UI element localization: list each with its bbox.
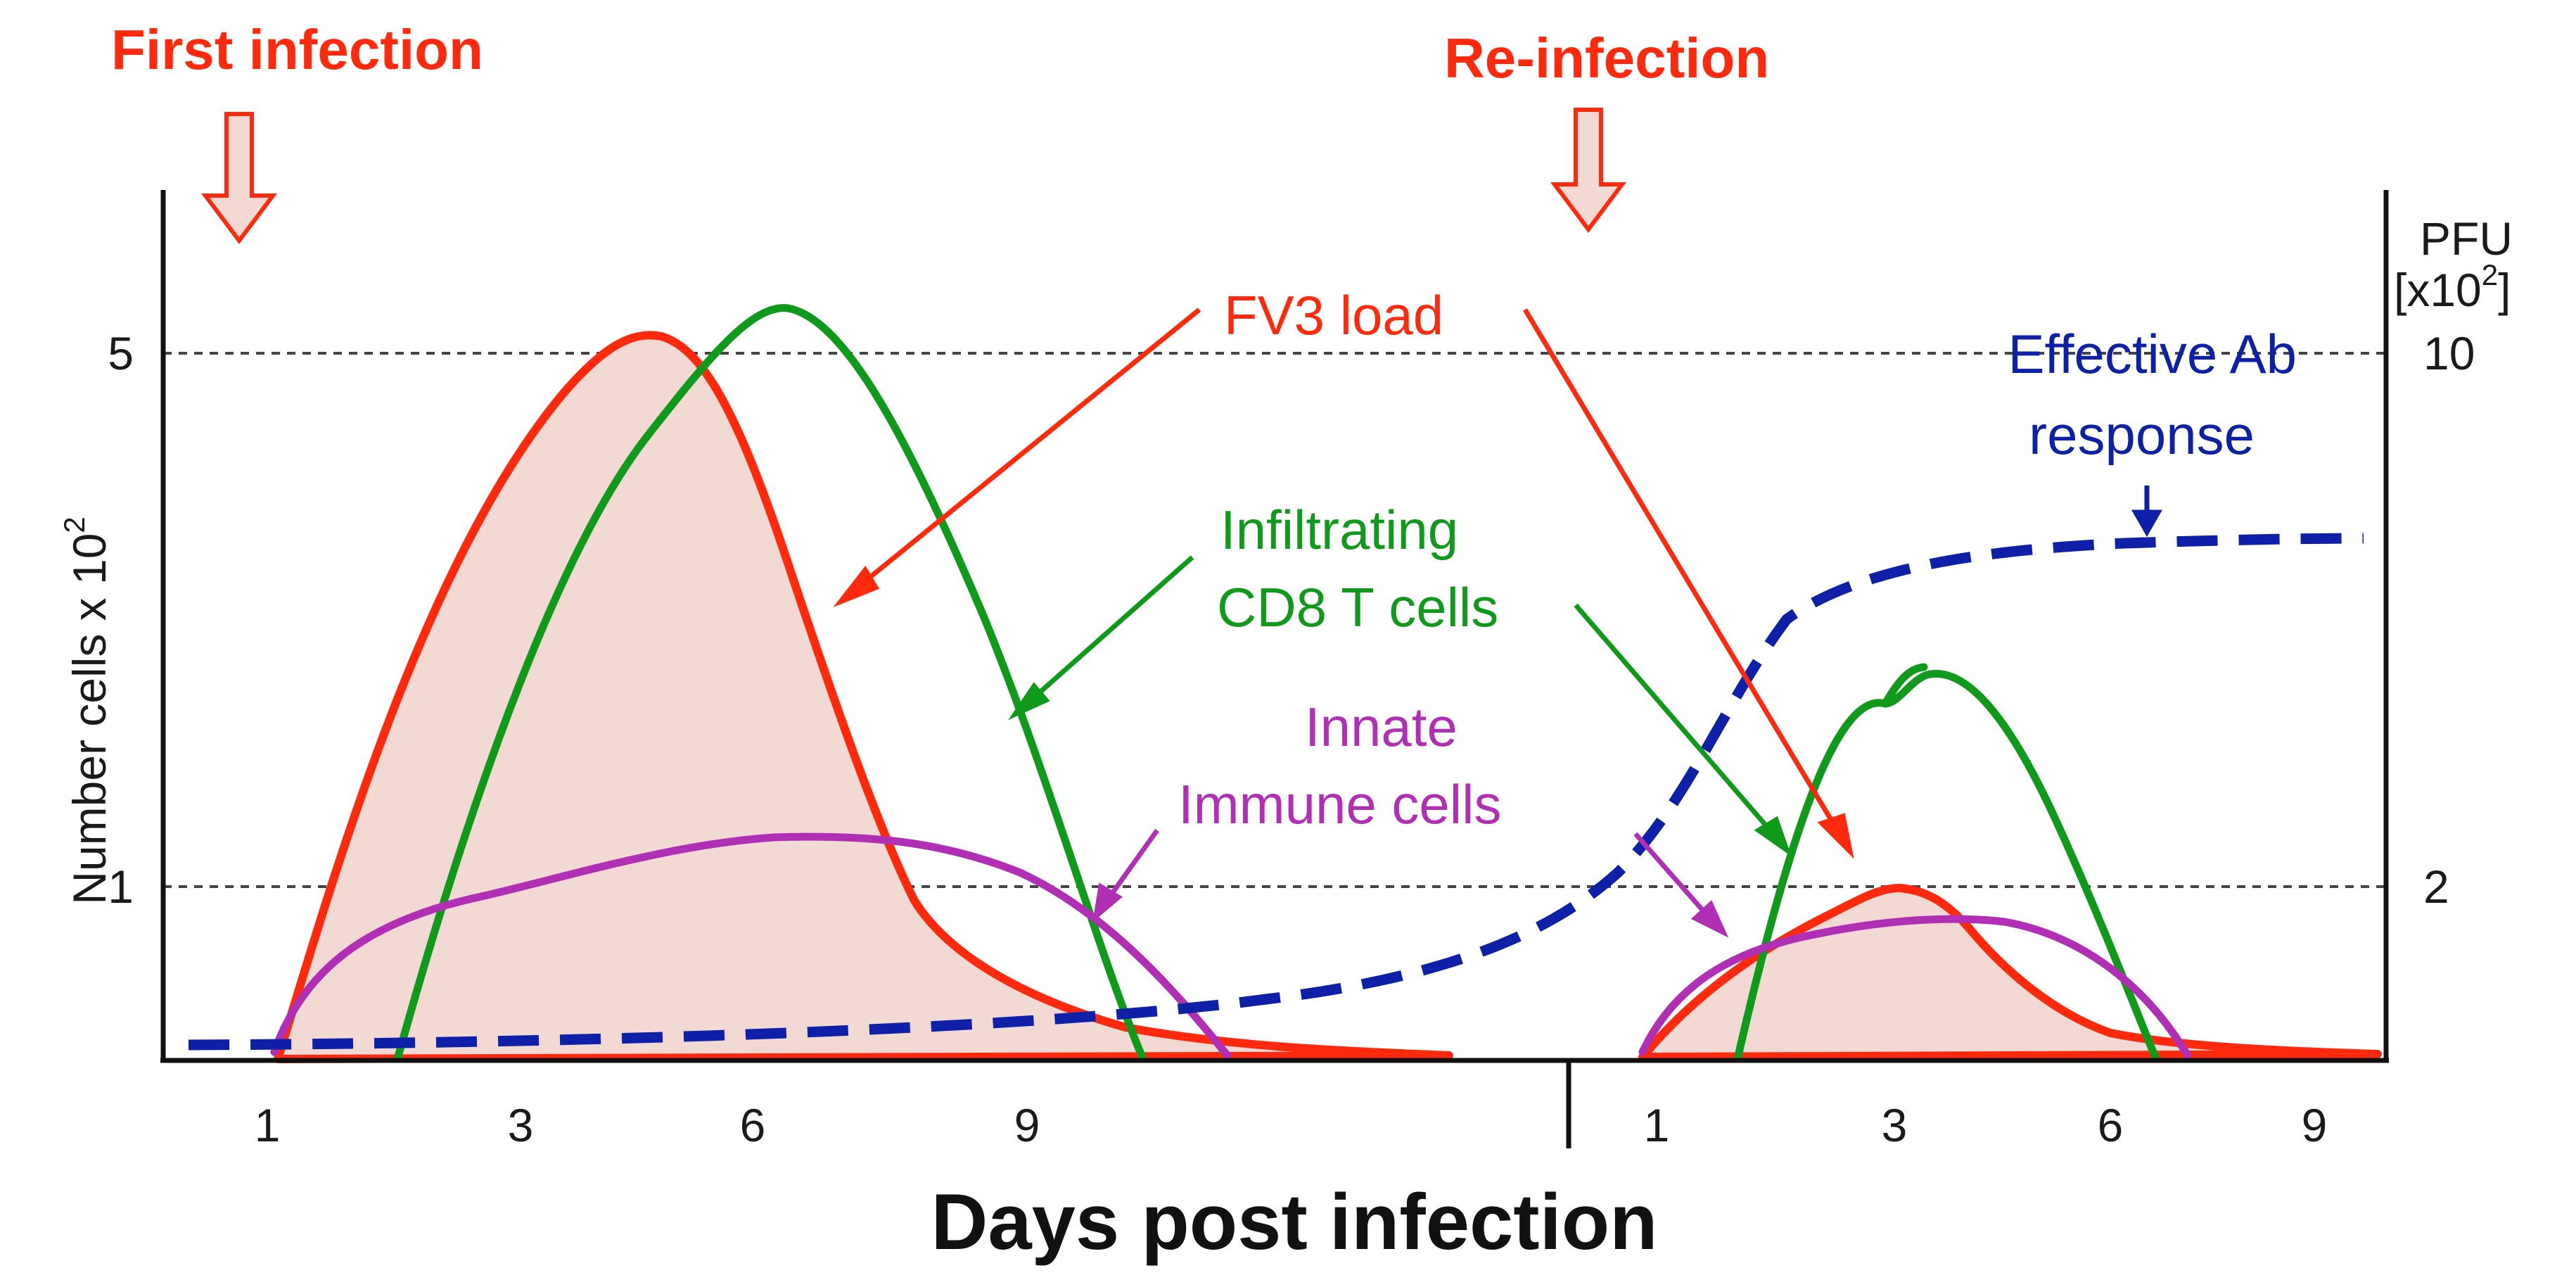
- y-left-tick-upper: 5: [108, 327, 134, 379]
- x-tick-first-1: 1: [255, 1099, 281, 1151]
- svg-text:Number cells x 102: Number cells x 102: [58, 516, 115, 905]
- y-left-title-text: Number cells x 10: [63, 533, 115, 905]
- effective-ab-label-line2: response: [2029, 404, 2255, 466]
- y-right-title-line2: [x102]: [2394, 258, 2511, 316]
- fv3-load-curve-first: [274, 331, 1453, 1063]
- y-left-title-exp: 2: [58, 516, 91, 533]
- re-infection-label: Re-infection: [1444, 27, 1769, 89]
- fv3-load-curve-second: [1638, 884, 2382, 1061]
- cd8-pointer-arrows: [1008, 555, 1792, 857]
- cd8-tcell-curve-second: [1733, 669, 2160, 1063]
- cd8-tcell-curve-first: [393, 304, 1147, 1063]
- fv3-pointer-arrows: [833, 308, 1854, 859]
- ab-pointer-arrow: [2131, 486, 2163, 538]
- x-tick-first-6: 6: [740, 1099, 766, 1151]
- x-tick-second-1: 1: [1644, 1099, 1670, 1151]
- y-right-title-line1: PFU: [2420, 213, 2513, 265]
- innate-label-line2: Immune cells: [1178, 773, 1501, 835]
- innate-cell-curve-second: [1638, 915, 2192, 1060]
- x-axis-title: Days post infection: [931, 1178, 1657, 1266]
- fv3-load-label: FV3 load: [1224, 284, 1443, 346]
- first-infection-arrow-icon: [201, 112, 277, 244]
- y-left-tick-lower: 1: [108, 861, 134, 913]
- x-tick-first-9: 9: [1014, 1099, 1040, 1151]
- effective-ab-label-line1: Effective Ab: [2008, 323, 2297, 385]
- y-right-tick-lower: 2: [2423, 861, 2449, 913]
- innate-cell-curve-first: [270, 832, 1232, 1060]
- innate-pointer-arrows: [1092, 828, 1729, 938]
- y-axis-left-title: Number cells x 102: [58, 516, 115, 905]
- x-tick-second-9: 9: [2302, 1099, 2328, 1151]
- x-tick-first-3: 3: [508, 1099, 534, 1151]
- re-infection-arrow-icon: [1550, 108, 1626, 233]
- y-right-tick-upper: 10: [2423, 327, 2475, 379]
- x-tick-second-6: 6: [2098, 1099, 2124, 1151]
- cd8-label-line2: CD8 T cells: [1217, 576, 1498, 638]
- effective-ab-response-curve: [188, 533, 2364, 1051]
- innate-label-line1: Innate: [1305, 696, 1458, 758]
- x-tick-second-3: 3: [1882, 1099, 1908, 1151]
- cd8-label-line1: Infiltrating: [1220, 499, 1458, 561]
- first-infection-label: First infection: [111, 18, 483, 81]
- cd8-tcell-curve-second-peak: [1881, 663, 1928, 708]
